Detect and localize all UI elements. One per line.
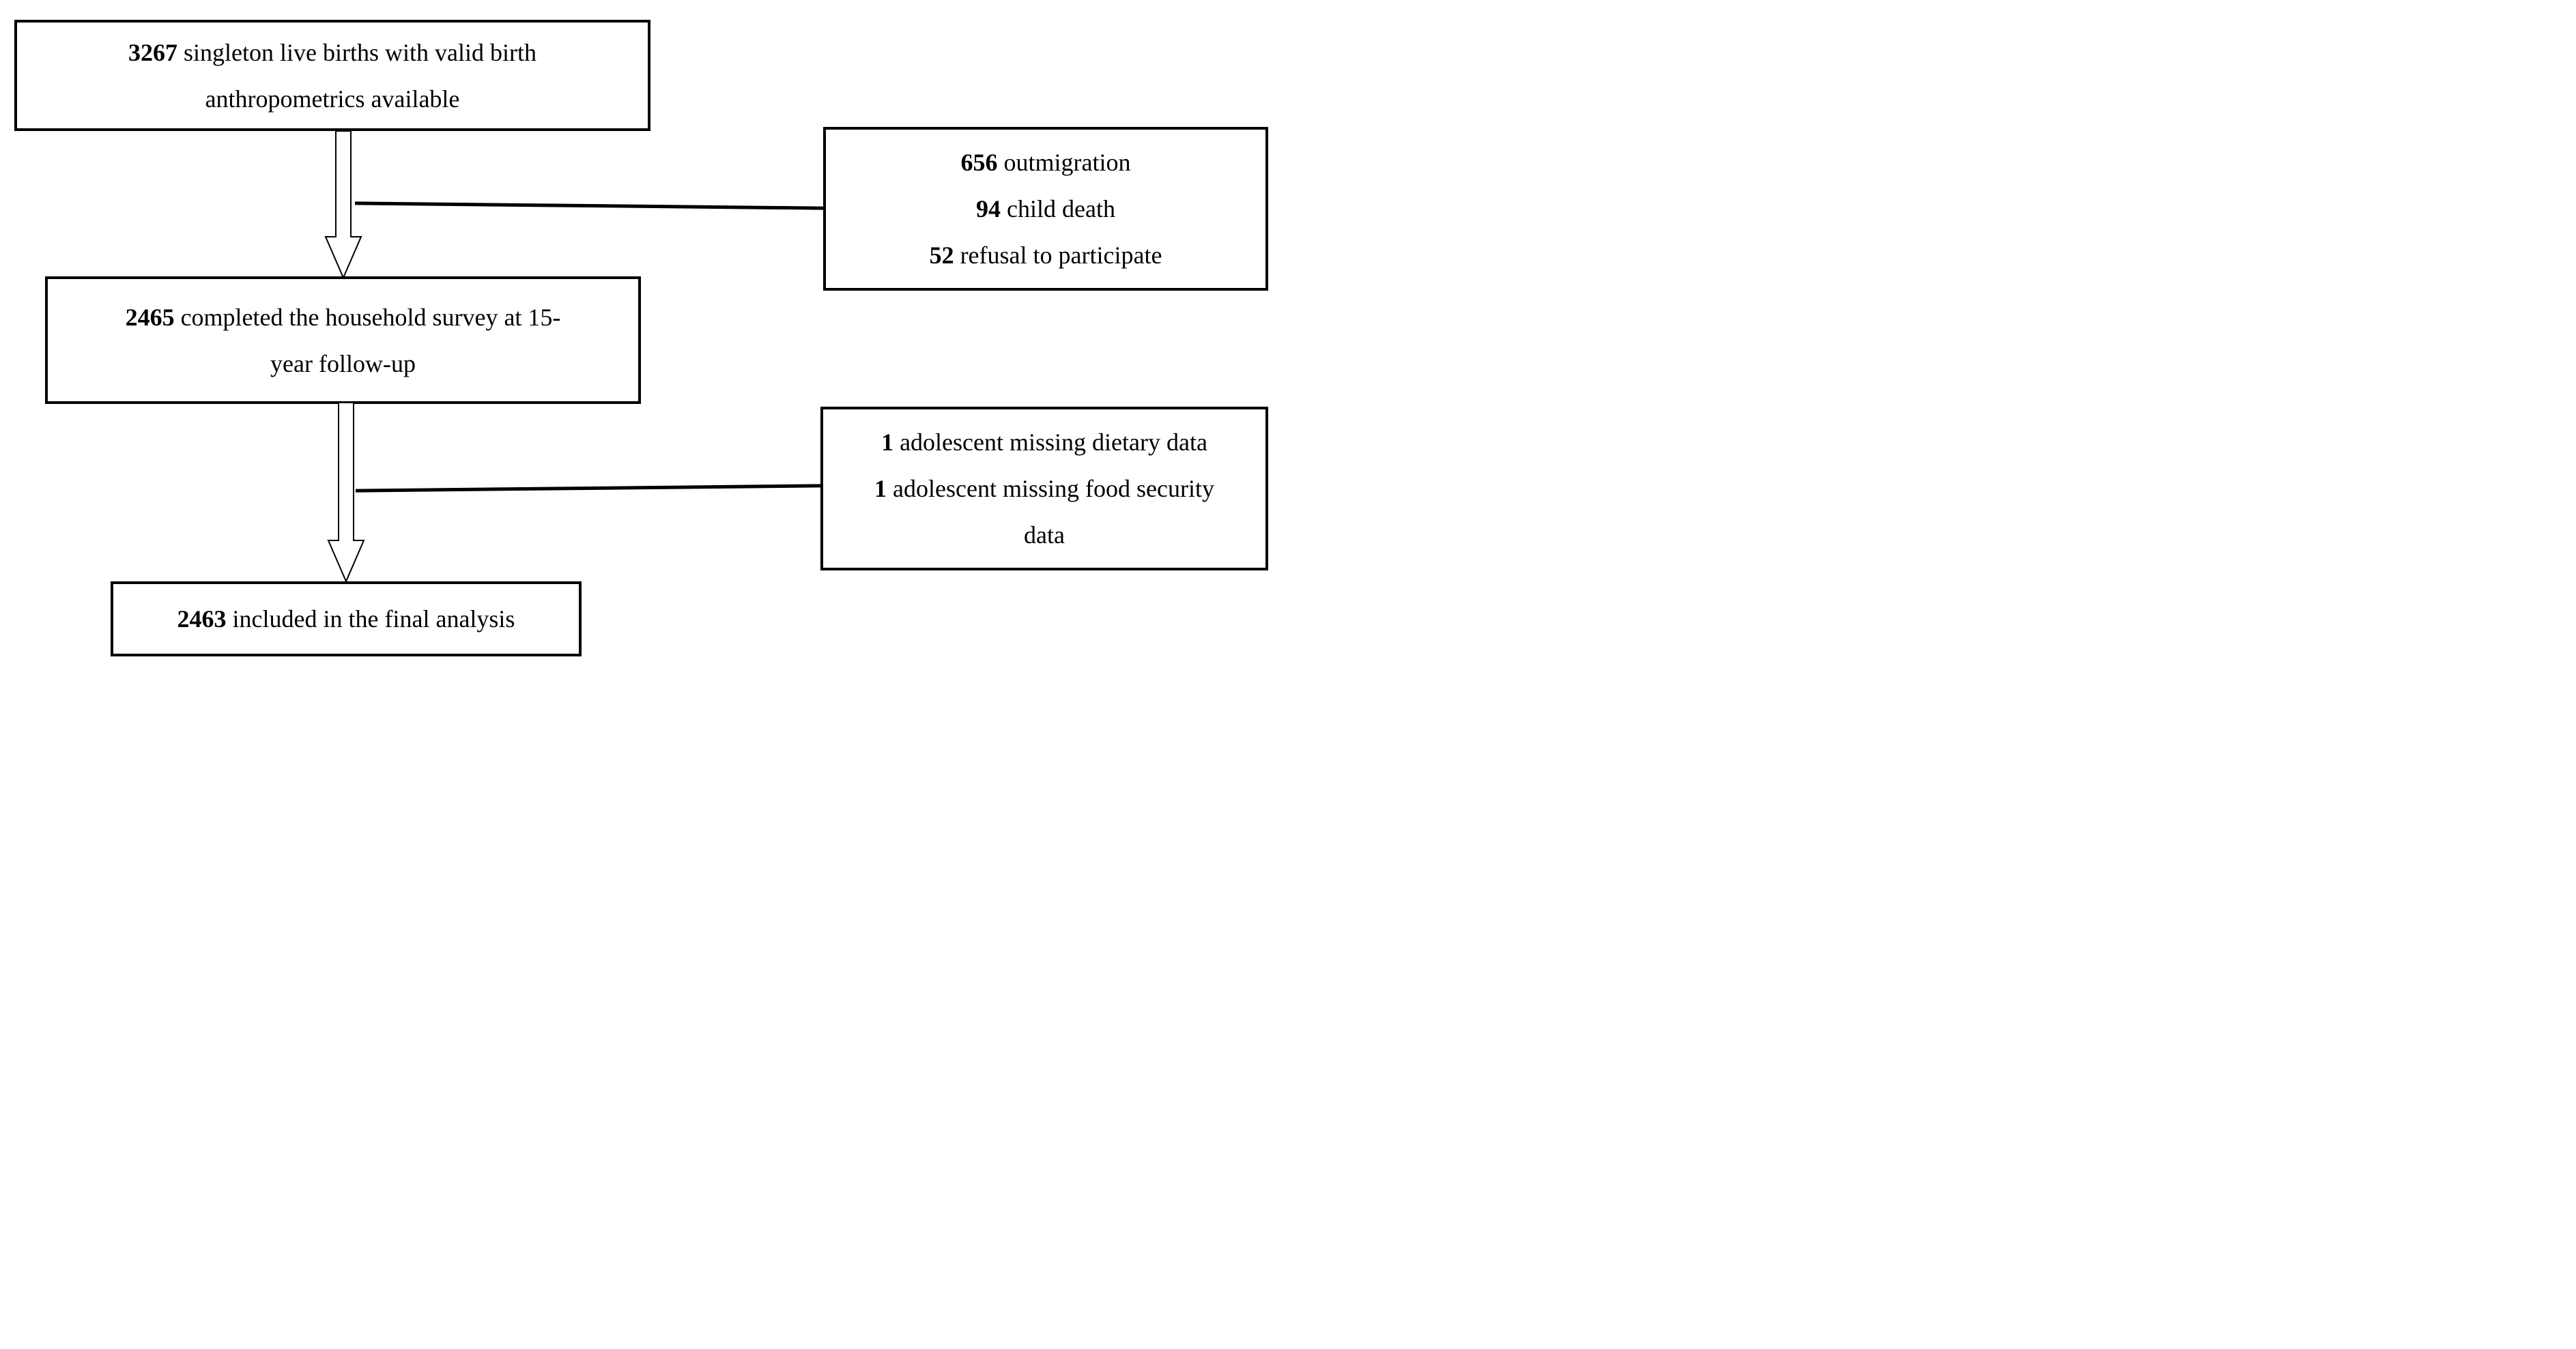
connector-line xyxy=(355,484,822,493)
down-arrow-icon xyxy=(324,131,362,279)
count-value: 1 xyxy=(881,429,894,456)
box-line-text: refusal to participate xyxy=(954,242,1162,269)
count-value: 1 xyxy=(874,475,887,502)
box-line-text: adolescent missing dietary data xyxy=(893,429,1207,456)
box-line: 2465 completed the household survey at 1… xyxy=(126,294,561,340)
box-line-text: anthropometrics available xyxy=(205,85,460,113)
count-value: 94 xyxy=(976,195,1001,222)
box-final-analysis: 2463 included in the final analysis xyxy=(111,581,582,656)
flow-diagram-canvas: 3267 singleton live births with valid bi… xyxy=(0,0,1288,675)
box-line: anthropometrics available xyxy=(205,76,460,122)
box-line-text: data xyxy=(1024,521,1065,549)
count-value: 2465 xyxy=(125,303,175,331)
box-line-text: completed the household survey at 15- xyxy=(174,303,561,331)
box-line-text: year follow-up xyxy=(270,349,416,377)
count-value: 52 xyxy=(929,242,954,269)
down-arrow-icon xyxy=(327,403,365,583)
box-line: 52 refusal to participate xyxy=(930,232,1162,278)
box-line: 656 outmigration xyxy=(961,139,1131,186)
count-value: 2463 xyxy=(177,605,227,633)
box-exclusions-missing-data: 1 adolescent missing dietary data 1 adol… xyxy=(820,407,1268,570)
box-line-text: child death xyxy=(1001,195,1115,222)
box-line: 1 adolescent missing food security xyxy=(874,465,1214,512)
box-line: year follow-up xyxy=(270,340,416,387)
box-completed-household-survey: 2465 completed the household survey at 1… xyxy=(45,276,641,404)
box-line-text: outmigration xyxy=(997,149,1131,176)
box-line-text: singleton live births with valid birth xyxy=(177,38,536,66)
box-line: 94 child death xyxy=(976,186,1115,232)
box-line-text: included in the final analysis xyxy=(226,605,515,633)
box-singleton-live-births: 3267 singleton live births with valid bi… xyxy=(14,20,650,131)
count-value: 656 xyxy=(960,149,998,176)
box-line: 2463 included in the final analysis xyxy=(177,596,515,642)
connector-line xyxy=(354,201,824,210)
box-line: data xyxy=(1024,512,1065,558)
box-exclusions-15y-followup: 656 outmigration 94 child death 52 refus… xyxy=(823,127,1268,291)
count-value: 3267 xyxy=(128,38,178,66)
box-line-text: adolescent missing food security xyxy=(887,475,1214,502)
box-line: 3267 singleton live births with valid bi… xyxy=(128,29,536,76)
box-line: 1 adolescent missing dietary data xyxy=(881,419,1207,465)
